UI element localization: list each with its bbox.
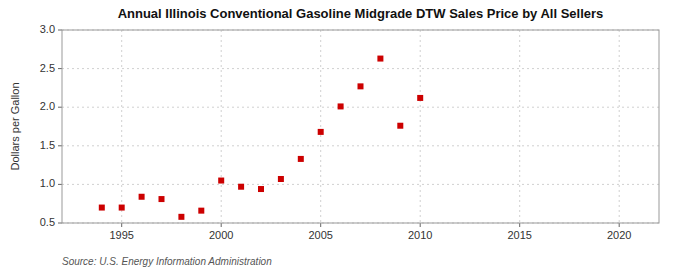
grid — [62, 30, 659, 223]
y-tick — [58, 184, 62, 185]
x-grid-line — [320, 30, 321, 223]
point — [338, 103, 344, 109]
point — [119, 205, 125, 211]
plot-background — [62, 30, 659, 223]
source-annotation: Source: U.S. Energy Information Administ… — [62, 256, 272, 267]
point — [397, 123, 403, 129]
axes — [58, 30, 659, 227]
chart-container: 0.5 1.0 1.5 2.0 2.5 3.0 1995 2000 2005 2010 2015 20… — [0, 0, 675, 275]
x-tick-label: 2010 — [408, 229, 432, 241]
point — [358, 83, 364, 89]
point — [377, 56, 383, 62]
y-grid-line — [62, 145, 659, 146]
y-tick — [58, 107, 62, 108]
point — [218, 178, 224, 184]
y-tick — [58, 30, 62, 31]
point — [139, 194, 145, 200]
x-grid-line — [420, 30, 421, 223]
x-tick-label: 2005 — [308, 229, 332, 241]
x-tick — [121, 223, 122, 227]
x-grid-line — [121, 30, 122, 223]
chart-svg: 0.5 1.0 1.5 2.0 2.5 3.0 1995 2000 2005 2010 2015 20… — [0, 0, 675, 275]
y-tick-label: 2.5 — [40, 62, 55, 74]
title: Annual Illinois Conventional Gasoline Mi… — [118, 6, 604, 21]
y-tick — [58, 145, 62, 146]
y-grid-line — [62, 184, 659, 185]
y-tick-label: 3.0 — [40, 23, 55, 35]
points — [99, 56, 423, 220]
x-tick — [420, 223, 421, 227]
x-tick-label: 2020 — [607, 229, 631, 241]
point — [417, 95, 423, 101]
y-tick-label: 1.5 — [40, 139, 55, 151]
point — [178, 214, 184, 220]
x-tick — [619, 223, 620, 227]
y-tick-label: 1.0 — [40, 177, 55, 189]
x-tick — [320, 223, 321, 227]
x-tick-label: 2015 — [507, 229, 531, 241]
y-tick — [58, 68, 62, 69]
page: {"chart_data": {"type": "scatter", "titl… — [0, 0, 675, 275]
point — [318, 129, 324, 135]
y-grid-line — [62, 68, 659, 69]
point — [278, 176, 284, 182]
y-tick-label: 2.0 — [40, 100, 55, 112]
x-tick-labels: 1995 2000 2005 2010 2015 2020 — [109, 229, 631, 241]
x-grid-line — [519, 30, 520, 223]
plot-frame — [62, 30, 659, 223]
y-tick-label: 0.5 — [40, 216, 55, 228]
x-tick — [221, 223, 222, 227]
point — [258, 186, 264, 192]
x-grid-line — [221, 30, 222, 223]
point — [298, 156, 304, 162]
y-axis-label: Dollars per Gallon — [9, 82, 21, 170]
x-tick-label: 2000 — [209, 229, 233, 241]
point — [198, 208, 204, 214]
x-tick-label: 1995 — [109, 229, 133, 241]
x-grid-line — [619, 30, 620, 223]
point — [99, 205, 105, 211]
y-tick — [58, 223, 62, 224]
y-tick-labels: 0.5 1.0 1.5 2.0 2.5 3.0 — [40, 23, 55, 228]
point — [159, 196, 165, 202]
y-grid-line — [62, 107, 659, 108]
point — [238, 184, 244, 190]
x-tick — [519, 223, 520, 227]
